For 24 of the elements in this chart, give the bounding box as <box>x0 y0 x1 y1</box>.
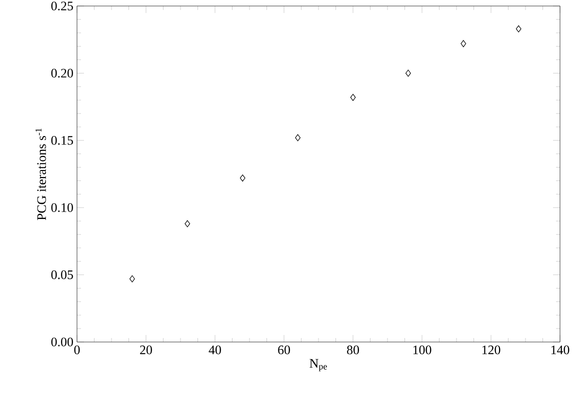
y-tick-label: 0.10 <box>51 203 73 212</box>
point <box>184 220 190 228</box>
point <box>295 134 301 142</box>
point <box>460 40 466 48</box>
x-tick-label: 140 <box>551 346 570 354</box>
y-axis-title: PCG iterations s$^{-1}$ <box>36 128 46 220</box>
point <box>130 275 135 282</box>
x-tick-label: 20 <box>140 346 152 354</box>
x-tick-label: 60 <box>278 346 290 354</box>
x-axis-title: N$_{pe}$ <box>310 359 327 372</box>
point <box>350 94 356 101</box>
y-tick-label: 0.20 <box>51 68 73 78</box>
x-tick-label: 80 <box>347 346 359 354</box>
x-tick-label: 120 <box>482 346 500 354</box>
x-tick-label: 0 <box>74 346 80 354</box>
x-tick-label: 100 <box>413 346 432 354</box>
point <box>516 25 522 32</box>
y-tick-label: 0.15 <box>51 136 73 145</box>
y-tick-label: 0.25 <box>51 2 73 10</box>
y-tick-label: 0.05 <box>51 270 73 280</box>
y-tick-label: 0.00 <box>51 338 73 346</box>
x-tick-label: 40 <box>208 346 221 354</box>
point <box>406 70 411 77</box>
point <box>240 174 246 182</box>
